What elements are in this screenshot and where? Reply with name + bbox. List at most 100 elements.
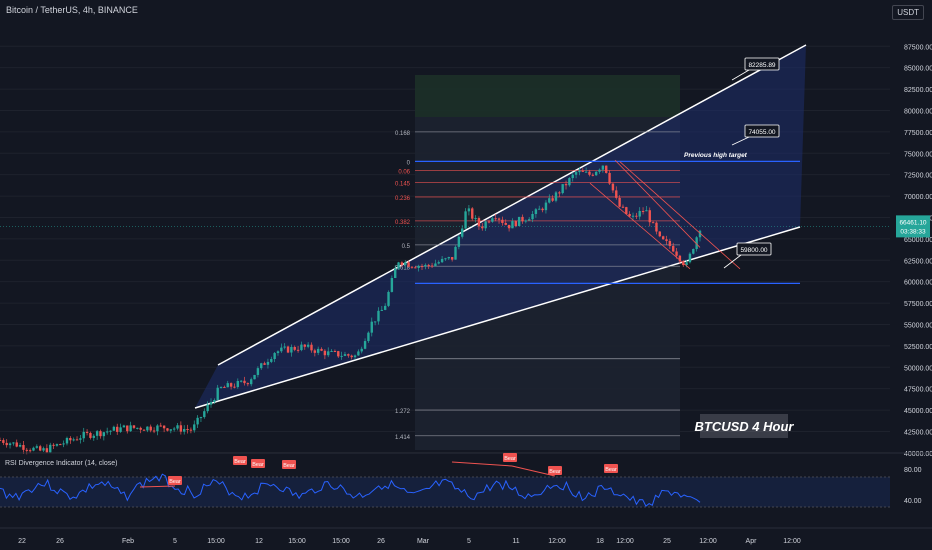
candle-body xyxy=(142,429,146,431)
y-tick-label: 47500.00 xyxy=(904,387,932,394)
divergence-line xyxy=(139,485,176,488)
candle-body xyxy=(313,350,317,353)
y-tick-label: 72500.00 xyxy=(904,173,932,180)
candle-body xyxy=(407,262,410,267)
candle-body xyxy=(517,216,521,227)
candle-body xyxy=(655,222,658,232)
candle-body xyxy=(323,350,327,356)
candle-body xyxy=(698,230,702,238)
candle-body xyxy=(303,344,306,347)
candle-body xyxy=(25,449,28,451)
candle-body xyxy=(661,236,665,240)
candle-body xyxy=(35,446,39,448)
candle-body xyxy=(146,426,149,431)
fib-level-label: 0 xyxy=(407,160,411,166)
candle-body xyxy=(357,351,360,356)
candle-body xyxy=(628,213,631,217)
candle-body xyxy=(226,383,229,388)
rsi-line xyxy=(0,473,701,507)
y-tick-label: 75000.00 xyxy=(904,151,932,158)
candle-body xyxy=(531,213,534,220)
candle-body xyxy=(28,450,32,452)
candle-body xyxy=(437,262,440,264)
candle-body xyxy=(105,431,109,433)
x-tick-label: 15:00 xyxy=(207,538,225,545)
candle-body xyxy=(471,208,474,219)
x-tick-label: 26 xyxy=(377,538,385,545)
candle-body xyxy=(52,444,55,446)
candle-body xyxy=(440,258,444,263)
candle-body xyxy=(112,426,116,431)
candle-body xyxy=(631,215,635,217)
x-tick-label: 18 xyxy=(596,538,604,545)
candle-body xyxy=(189,429,193,431)
candle-body xyxy=(236,381,239,388)
fib-level-label: 1.272 xyxy=(395,409,411,415)
candle-body xyxy=(283,346,286,348)
candle-body xyxy=(75,439,79,441)
candle-body xyxy=(417,266,420,268)
y-tick-label: 62500.00 xyxy=(904,258,932,265)
candle-body xyxy=(38,446,42,451)
candle-body xyxy=(511,221,514,229)
candle-body xyxy=(594,171,598,176)
candle-body xyxy=(461,228,464,237)
watermark-box xyxy=(700,414,788,438)
candle-body xyxy=(55,444,59,446)
candle-body xyxy=(109,430,112,432)
candle-body xyxy=(290,346,293,353)
candle-body xyxy=(139,427,142,430)
candle-body xyxy=(651,222,655,224)
candle-body xyxy=(501,219,504,223)
callout-pointer xyxy=(731,136,750,146)
candle-body xyxy=(397,262,400,269)
candle-body xyxy=(340,355,343,357)
candle-body xyxy=(65,438,69,444)
candle-body xyxy=(8,443,12,446)
candle-body xyxy=(370,321,373,333)
candle-body xyxy=(477,218,481,227)
x-tick-label: 26 xyxy=(56,538,64,545)
bear-marker xyxy=(503,453,517,462)
candle-body xyxy=(464,211,467,229)
candle-body xyxy=(420,266,424,268)
candle-body xyxy=(685,262,688,266)
bear-marker-label: Bear xyxy=(549,469,561,475)
candle-body xyxy=(605,165,608,173)
down-channel-upper xyxy=(614,159,701,248)
candle-body xyxy=(638,211,641,217)
candle-body xyxy=(266,361,270,365)
candle-body xyxy=(296,349,300,351)
last-price-countdown: 03:38:33 xyxy=(900,228,926,235)
candle-body xyxy=(534,209,538,214)
fib-level-label: 0.5 xyxy=(402,244,411,250)
candle-body xyxy=(219,386,223,388)
callout-label: 82285.89 xyxy=(748,62,775,69)
x-tick-label: 12:00 xyxy=(548,538,566,545)
candle-body xyxy=(12,442,15,444)
candle-body xyxy=(350,355,353,358)
candle-body xyxy=(618,197,621,207)
candle-body xyxy=(554,192,558,201)
channel-lower-line xyxy=(194,226,801,409)
fib-level-label: 0.168 xyxy=(395,131,411,137)
y-tick-label: 82500.00 xyxy=(904,87,932,94)
candle-body xyxy=(558,192,561,194)
candle-body xyxy=(256,368,260,375)
candle-body xyxy=(159,425,162,427)
candle-body xyxy=(337,351,340,357)
x-tick-label: 11 xyxy=(512,538,519,545)
y-tick-label: 70000.00 xyxy=(904,194,932,201)
candle-body xyxy=(494,218,497,220)
candle-body xyxy=(276,351,280,354)
bear-marker-label: Bear xyxy=(605,467,617,473)
candle-body xyxy=(196,417,199,425)
currency-button[interactable]: USDT xyxy=(892,5,924,20)
candle-body xyxy=(514,221,517,227)
candle-body xyxy=(383,305,387,310)
candle-body xyxy=(394,268,397,278)
fib-level-label: 1.414 xyxy=(395,435,411,441)
y-tick-label: 60000.00 xyxy=(904,280,932,287)
